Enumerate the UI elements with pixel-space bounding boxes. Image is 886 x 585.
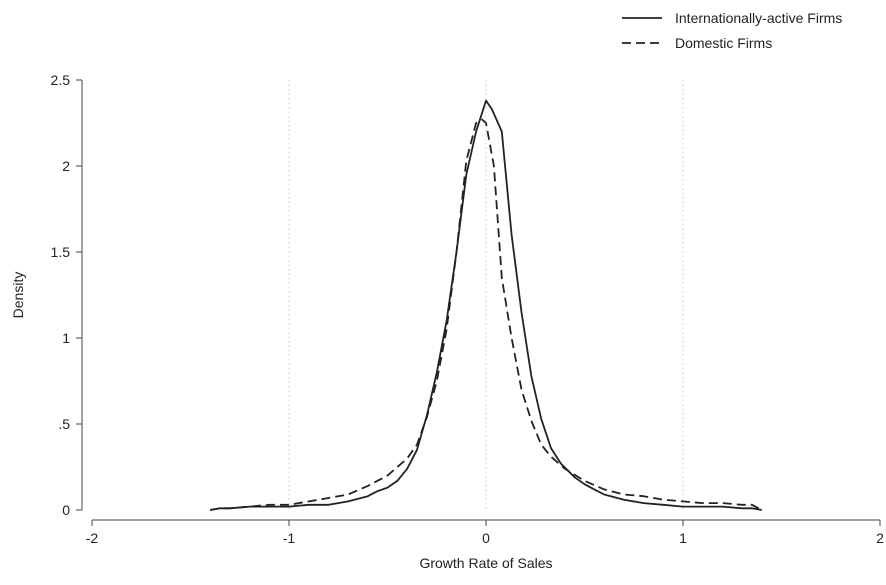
legend-label: Domestic Firms	[675, 35, 772, 51]
series-line-domestic-firms	[210, 118, 763, 511]
y-tick-label: 0	[62, 502, 70, 518]
y-tick-label: 2	[62, 158, 70, 174]
x-tick-label: 0	[482, 530, 490, 546]
y-tick-label: .5	[58, 416, 70, 432]
x-tick-label: -1	[283, 530, 296, 546]
y-axis-title: Density	[10, 272, 26, 319]
x-axis-title: Growth Rate of Sales	[419, 555, 552, 571]
legend: Internationally-active Firms Domestic Fir…	[622, 10, 842, 51]
grid-lines	[288, 80, 684, 510]
legend-label: Internationally-active Firms	[675, 10, 842, 26]
series-line-internationally-active-firms	[210, 99, 762, 511]
y-tick-label: 1	[62, 330, 70, 346]
y-tick-label: 1.5	[51, 244, 71, 260]
y-tick-label: 2.5	[51, 72, 71, 88]
x-tick-label: -2	[86, 530, 99, 546]
axes: -2 -1 0 1 2 0 .5 1 1.5 2 2.5	[51, 72, 885, 546]
x-tick-label: 1	[679, 530, 687, 546]
series-lines	[210, 99, 763, 511]
x-tick-label: 2	[876, 530, 884, 546]
